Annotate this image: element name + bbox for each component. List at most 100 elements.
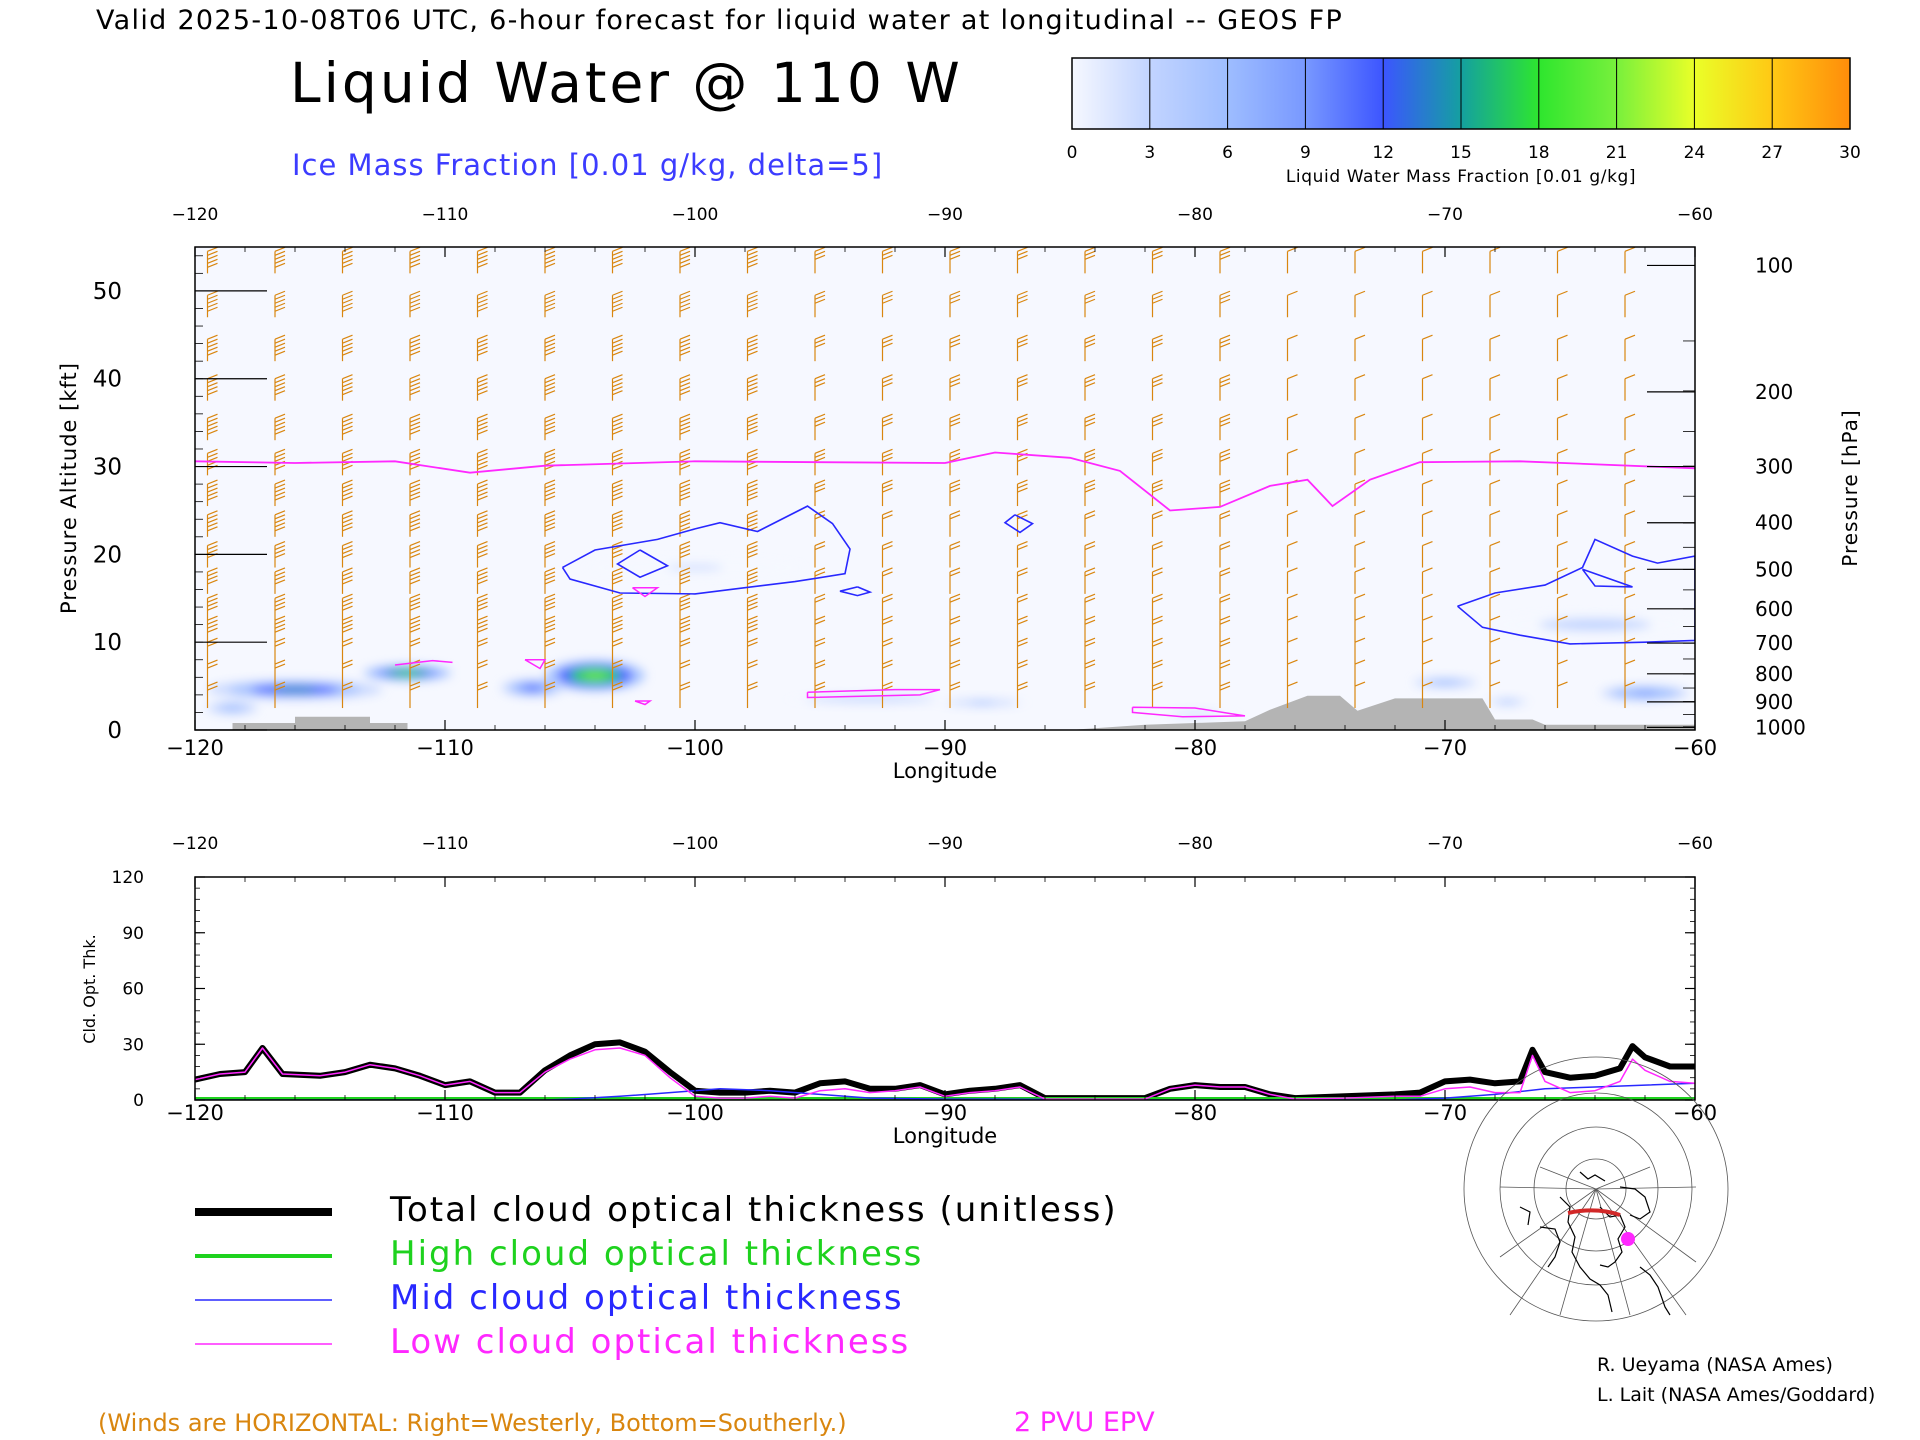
wind-barb <box>1624 567 1636 594</box>
liquid-water-blob <box>524 685 541 691</box>
wind-barb <box>544 374 556 401</box>
wind-barb <box>206 374 218 401</box>
bottom-plot: −120 −120 −110 −110 −100 −100 −90 −90 −80 −80 −70 −… <box>80 834 1717 1148</box>
wind-barb <box>1489 681 1501 709</box>
y-tick-label: 40 <box>93 367 122 393</box>
main-ylabel: Pressure Altitude [kft] <box>57 362 81 614</box>
wind-barb <box>1354 637 1366 665</box>
wind-barb <box>1084 413 1096 441</box>
wind-barb <box>1556 374 1568 401</box>
wind-barb <box>746 567 758 594</box>
wind-barb <box>1624 510 1636 537</box>
wind-barb <box>1489 448 1501 476</box>
liquid-water-blob <box>848 697 892 702</box>
wind-barb <box>544 681 556 709</box>
wind-barb <box>611 540 623 568</box>
wind-barb <box>1354 681 1366 709</box>
wind-barb <box>881 637 893 665</box>
terrain <box>195 695 1695 730</box>
wind-barb <box>206 479 218 507</box>
x-tick-label: −110 <box>416 736 474 760</box>
colorbar-tick-label: 21 <box>1606 143 1628 163</box>
main-plot: −120 −120 −110 −110 −100 −100 −90 −90 −80 −80 −70 −… <box>57 205 1862 783</box>
wind-barb <box>1084 247 1096 274</box>
wind-barb <box>1016 593 1028 621</box>
wind-barb <box>544 334 556 362</box>
wind-barb <box>341 659 353 687</box>
wind-barb <box>476 510 488 537</box>
wind-barb <box>274 413 286 441</box>
wind-barb <box>206 334 218 362</box>
wind-barb <box>949 637 961 665</box>
liquid-water-blob <box>666 564 724 571</box>
epv-2pvu-line <box>195 451 1695 512</box>
colorbar-tick-label: 30 <box>1839 143 1861 163</box>
colorbar-cell <box>1772 58 1851 129</box>
wind-barb <box>1286 413 1298 441</box>
wind-barb <box>1421 413 1433 441</box>
wind-barb <box>1219 413 1231 441</box>
wind-barb <box>544 540 556 568</box>
liquid-water-blob <box>1566 621 1624 628</box>
wind-barb <box>1016 479 1028 507</box>
wind-barb <box>881 374 893 401</box>
x-tick-label-top: −110 <box>422 834 469 854</box>
wind-barb <box>206 681 218 709</box>
wind-barb <box>409 290 421 318</box>
colorbar-tick-label: 6 <box>1222 143 1233 163</box>
wind-barb <box>341 334 353 362</box>
wind-barb <box>409 413 421 441</box>
wind-barb <box>746 659 758 687</box>
wind-barb <box>949 567 961 594</box>
wind-barb <box>881 540 893 568</box>
colorbar-tick-label: 24 <box>1684 143 1706 163</box>
wind-barb <box>1151 290 1163 318</box>
x-tick-label: −110 <box>416 1101 474 1125</box>
wind-barb <box>1286 540 1298 568</box>
wind-barb <box>881 247 893 274</box>
wind-barb <box>746 479 758 507</box>
wind-barb <box>1219 448 1231 476</box>
wind-barb <box>1286 567 1298 594</box>
x-tick-label-top: −120 <box>172 834 219 854</box>
wind-barb <box>409 247 421 274</box>
wind-barb <box>206 247 218 274</box>
wind-barb <box>1421 567 1433 594</box>
wind-barb <box>611 334 623 362</box>
wind-barb <box>1016 659 1028 687</box>
liquid-water-blob <box>1634 691 1656 696</box>
x-tick-label-top: −70 <box>1427 834 1463 854</box>
wind-barb <box>746 448 758 476</box>
y-tick-label: 30 <box>93 455 122 481</box>
valid-line: Valid 2025-10-08T06 UTC, 6-hour forecast… <box>96 5 1343 36</box>
wind-barb <box>1489 615 1501 643</box>
wind-barb <box>1624 659 1636 687</box>
wind-barb <box>476 334 488 362</box>
wind-barb <box>206 593 218 621</box>
wind-barb <box>679 448 691 476</box>
wind-barb <box>1489 540 1501 568</box>
wind-barb <box>611 567 623 594</box>
x-tick-label-top: −60 <box>1677 834 1713 854</box>
wind-barb <box>949 540 961 568</box>
colorbar-cell <box>1383 58 1462 129</box>
wind-barb <box>544 615 556 643</box>
wind-barb <box>1354 334 1366 362</box>
wind-barb <box>1151 615 1163 643</box>
x-tick-label: −120 <box>166 736 224 760</box>
wind-barb <box>679 593 691 621</box>
credit-1: R. Ueyama (NASA Ames) <box>1597 1354 1833 1376</box>
wind-barb <box>1556 510 1568 537</box>
x-tick-label: −70 <box>1423 1101 1467 1125</box>
wind-barb <box>274 510 286 537</box>
y-tick-label: 0 <box>107 718 122 744</box>
wind-barb <box>1489 334 1501 362</box>
wind-barb <box>544 413 556 441</box>
bottom-plot-axes: −120 −120 −110 −110 −100 −100 −90 −90 −80 −80 −70 −… <box>112 834 1718 1125</box>
wind-barb <box>1421 290 1433 318</box>
wind-barb <box>206 413 218 441</box>
wind-barb <box>746 334 758 362</box>
wind-barb <box>881 448 893 476</box>
wind-barb <box>1489 374 1501 401</box>
wind-barb <box>1354 567 1366 594</box>
